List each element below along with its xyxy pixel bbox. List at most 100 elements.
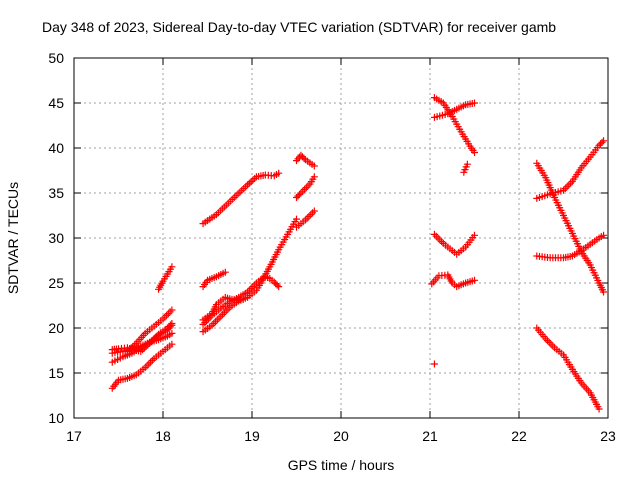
y-axis-tick-labels: 10 15 20 25 30 35 40 45 50 bbox=[48, 50, 64, 426]
y-tick-label: 15 bbox=[48, 365, 64, 381]
y-tick-label: 45 bbox=[48, 95, 64, 111]
series-track bbox=[430, 230, 478, 258]
data-point bbox=[247, 178, 255, 186]
series-track bbox=[533, 231, 608, 262]
data-point bbox=[298, 153, 306, 161]
series-track bbox=[199, 273, 283, 328]
data-point bbox=[212, 318, 220, 326]
data-point bbox=[275, 169, 283, 177]
data-point bbox=[471, 149, 478, 156]
x-tick-label: 23 bbox=[600, 428, 616, 444]
data-point bbox=[210, 320, 218, 327]
y-tick-label: 50 bbox=[48, 50, 64, 66]
data-point bbox=[600, 137, 608, 145]
data-point bbox=[307, 211, 315, 219]
data-point bbox=[471, 231, 478, 239]
data-point bbox=[471, 276, 478, 284]
data-point bbox=[213, 316, 221, 324]
data-point bbox=[430, 230, 438, 238]
data-point bbox=[600, 288, 608, 296]
data-point bbox=[305, 212, 313, 220]
x-axis-label: GPS time / hours bbox=[288, 457, 395, 473]
data-point bbox=[166, 308, 174, 316]
series-track bbox=[460, 160, 471, 176]
y-tick-label: 10 bbox=[48, 410, 64, 426]
data-point bbox=[245, 179, 253, 187]
data-point bbox=[438, 238, 446, 246]
series-track bbox=[293, 173, 318, 201]
series-track bbox=[123, 306, 176, 355]
data-point bbox=[147, 358, 155, 366]
series-track bbox=[533, 324, 603, 413]
series-track bbox=[199, 169, 283, 228]
data-point bbox=[297, 151, 305, 159]
data-point bbox=[168, 320, 176, 327]
data-point bbox=[597, 140, 605, 148]
y-tick-label: 35 bbox=[48, 185, 64, 201]
data-point bbox=[148, 356, 156, 364]
data-point bbox=[168, 329, 176, 337]
series-track bbox=[430, 360, 438, 368]
series-track bbox=[108, 340, 176, 392]
series-track bbox=[108, 320, 176, 355]
data-point bbox=[300, 154, 308, 162]
data-point bbox=[270, 278, 278, 286]
data-point bbox=[471, 99, 478, 107]
data-point bbox=[565, 181, 573, 189]
data-point bbox=[563, 183, 571, 191]
data-point bbox=[168, 340, 176, 348]
data-point bbox=[293, 194, 300, 201]
series-track bbox=[293, 207, 318, 231]
data-point bbox=[309, 209, 317, 217]
y-axis-label: SDTVAR / TECUs bbox=[5, 182, 21, 294]
data-point bbox=[219, 311, 227, 318]
data-point bbox=[299, 187, 307, 195]
data-point bbox=[249, 176, 257, 184]
data-point bbox=[432, 232, 440, 240]
data-point bbox=[567, 179, 575, 187]
data-point bbox=[463, 160, 471, 168]
series-track bbox=[428, 271, 478, 291]
data-point bbox=[543, 337, 551, 345]
y-tick-label: 30 bbox=[48, 230, 64, 246]
data-point bbox=[215, 314, 223, 322]
series-track bbox=[533, 159, 608, 296]
data-point bbox=[547, 340, 555, 348]
data-point bbox=[294, 192, 302, 200]
series-track bbox=[430, 94, 478, 156]
data-point bbox=[310, 162, 318, 170]
grid-lines bbox=[74, 58, 608, 418]
data-point bbox=[598, 138, 606, 146]
series-track bbox=[199, 293, 247, 324]
data-point bbox=[272, 280, 280, 288]
data-point bbox=[275, 283, 283, 291]
data-point bbox=[168, 306, 176, 314]
y-tick-label: 20 bbox=[48, 320, 64, 336]
data-point bbox=[239, 295, 247, 303]
y-tick-label: 25 bbox=[48, 275, 64, 291]
data-series bbox=[108, 94, 608, 413]
data-point bbox=[595, 141, 603, 149]
data-point bbox=[595, 405, 603, 413]
chart-title: Day 348 of 2023, Sidereal Day-to-day VTE… bbox=[42, 19, 556, 35]
series-track bbox=[155, 263, 176, 293]
data-point bbox=[273, 281, 281, 289]
data-point bbox=[293, 215, 300, 223]
x-tick-label: 19 bbox=[244, 428, 260, 444]
x-axis-tick-labels: 17 18 19 20 21 22 23 bbox=[66, 428, 616, 444]
data-point bbox=[145, 360, 153, 368]
data-point bbox=[430, 360, 438, 368]
data-point bbox=[165, 323, 173, 330]
data-point bbox=[143, 362, 151, 370]
data-point bbox=[303, 214, 311, 222]
data-point bbox=[163, 311, 171, 319]
data-point bbox=[168, 263, 176, 271]
x-tick-label: 22 bbox=[511, 428, 527, 444]
data-point bbox=[301, 185, 309, 193]
data-point bbox=[545, 338, 553, 346]
data-point bbox=[221, 268, 229, 276]
data-point bbox=[302, 184, 310, 192]
data-point bbox=[161, 313, 169, 321]
data-point bbox=[163, 324, 171, 332]
